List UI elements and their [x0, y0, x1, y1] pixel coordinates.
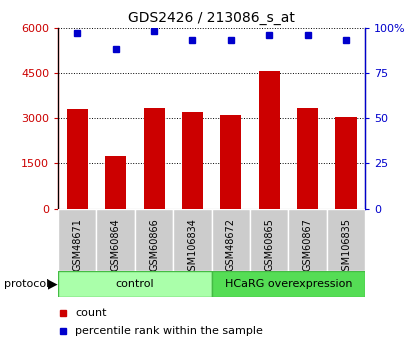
- Bar: [96, 209, 135, 271]
- Text: HCaRG overexpression: HCaRG overexpression: [225, 279, 352, 289]
- Bar: [144, 108, 165, 209]
- Bar: [58, 209, 96, 271]
- Bar: [250, 209, 288, 271]
- Bar: [335, 117, 356, 209]
- Bar: [327, 209, 365, 271]
- Bar: [58, 271, 212, 297]
- Text: count: count: [75, 308, 107, 318]
- Text: ▶: ▶: [48, 277, 57, 290]
- Text: control: control: [115, 279, 154, 289]
- Bar: [288, 209, 327, 271]
- Text: GSM48671: GSM48671: [72, 218, 82, 271]
- Text: GSM60864: GSM60864: [111, 218, 121, 271]
- Bar: [220, 115, 242, 209]
- Text: percentile rank within the sample: percentile rank within the sample: [75, 326, 263, 335]
- Bar: [67, 109, 88, 209]
- Bar: [182, 112, 203, 209]
- Bar: [105, 156, 126, 209]
- Text: GSM60866: GSM60866: [149, 218, 159, 271]
- Bar: [297, 108, 318, 209]
- Bar: [212, 271, 365, 297]
- Bar: [259, 71, 280, 209]
- Text: GSM60865: GSM60865: [264, 218, 274, 271]
- Bar: [135, 209, 173, 271]
- Title: GDS2426 / 213086_s_at: GDS2426 / 213086_s_at: [128, 11, 295, 25]
- Text: protocol: protocol: [4, 279, 49, 289]
- Bar: [212, 209, 250, 271]
- Text: GSM106834: GSM106834: [188, 218, 198, 277]
- Bar: [173, 209, 212, 271]
- Text: GSM60867: GSM60867: [303, 218, 312, 271]
- Text: GSM106835: GSM106835: [341, 218, 351, 277]
- Text: GSM48672: GSM48672: [226, 218, 236, 271]
